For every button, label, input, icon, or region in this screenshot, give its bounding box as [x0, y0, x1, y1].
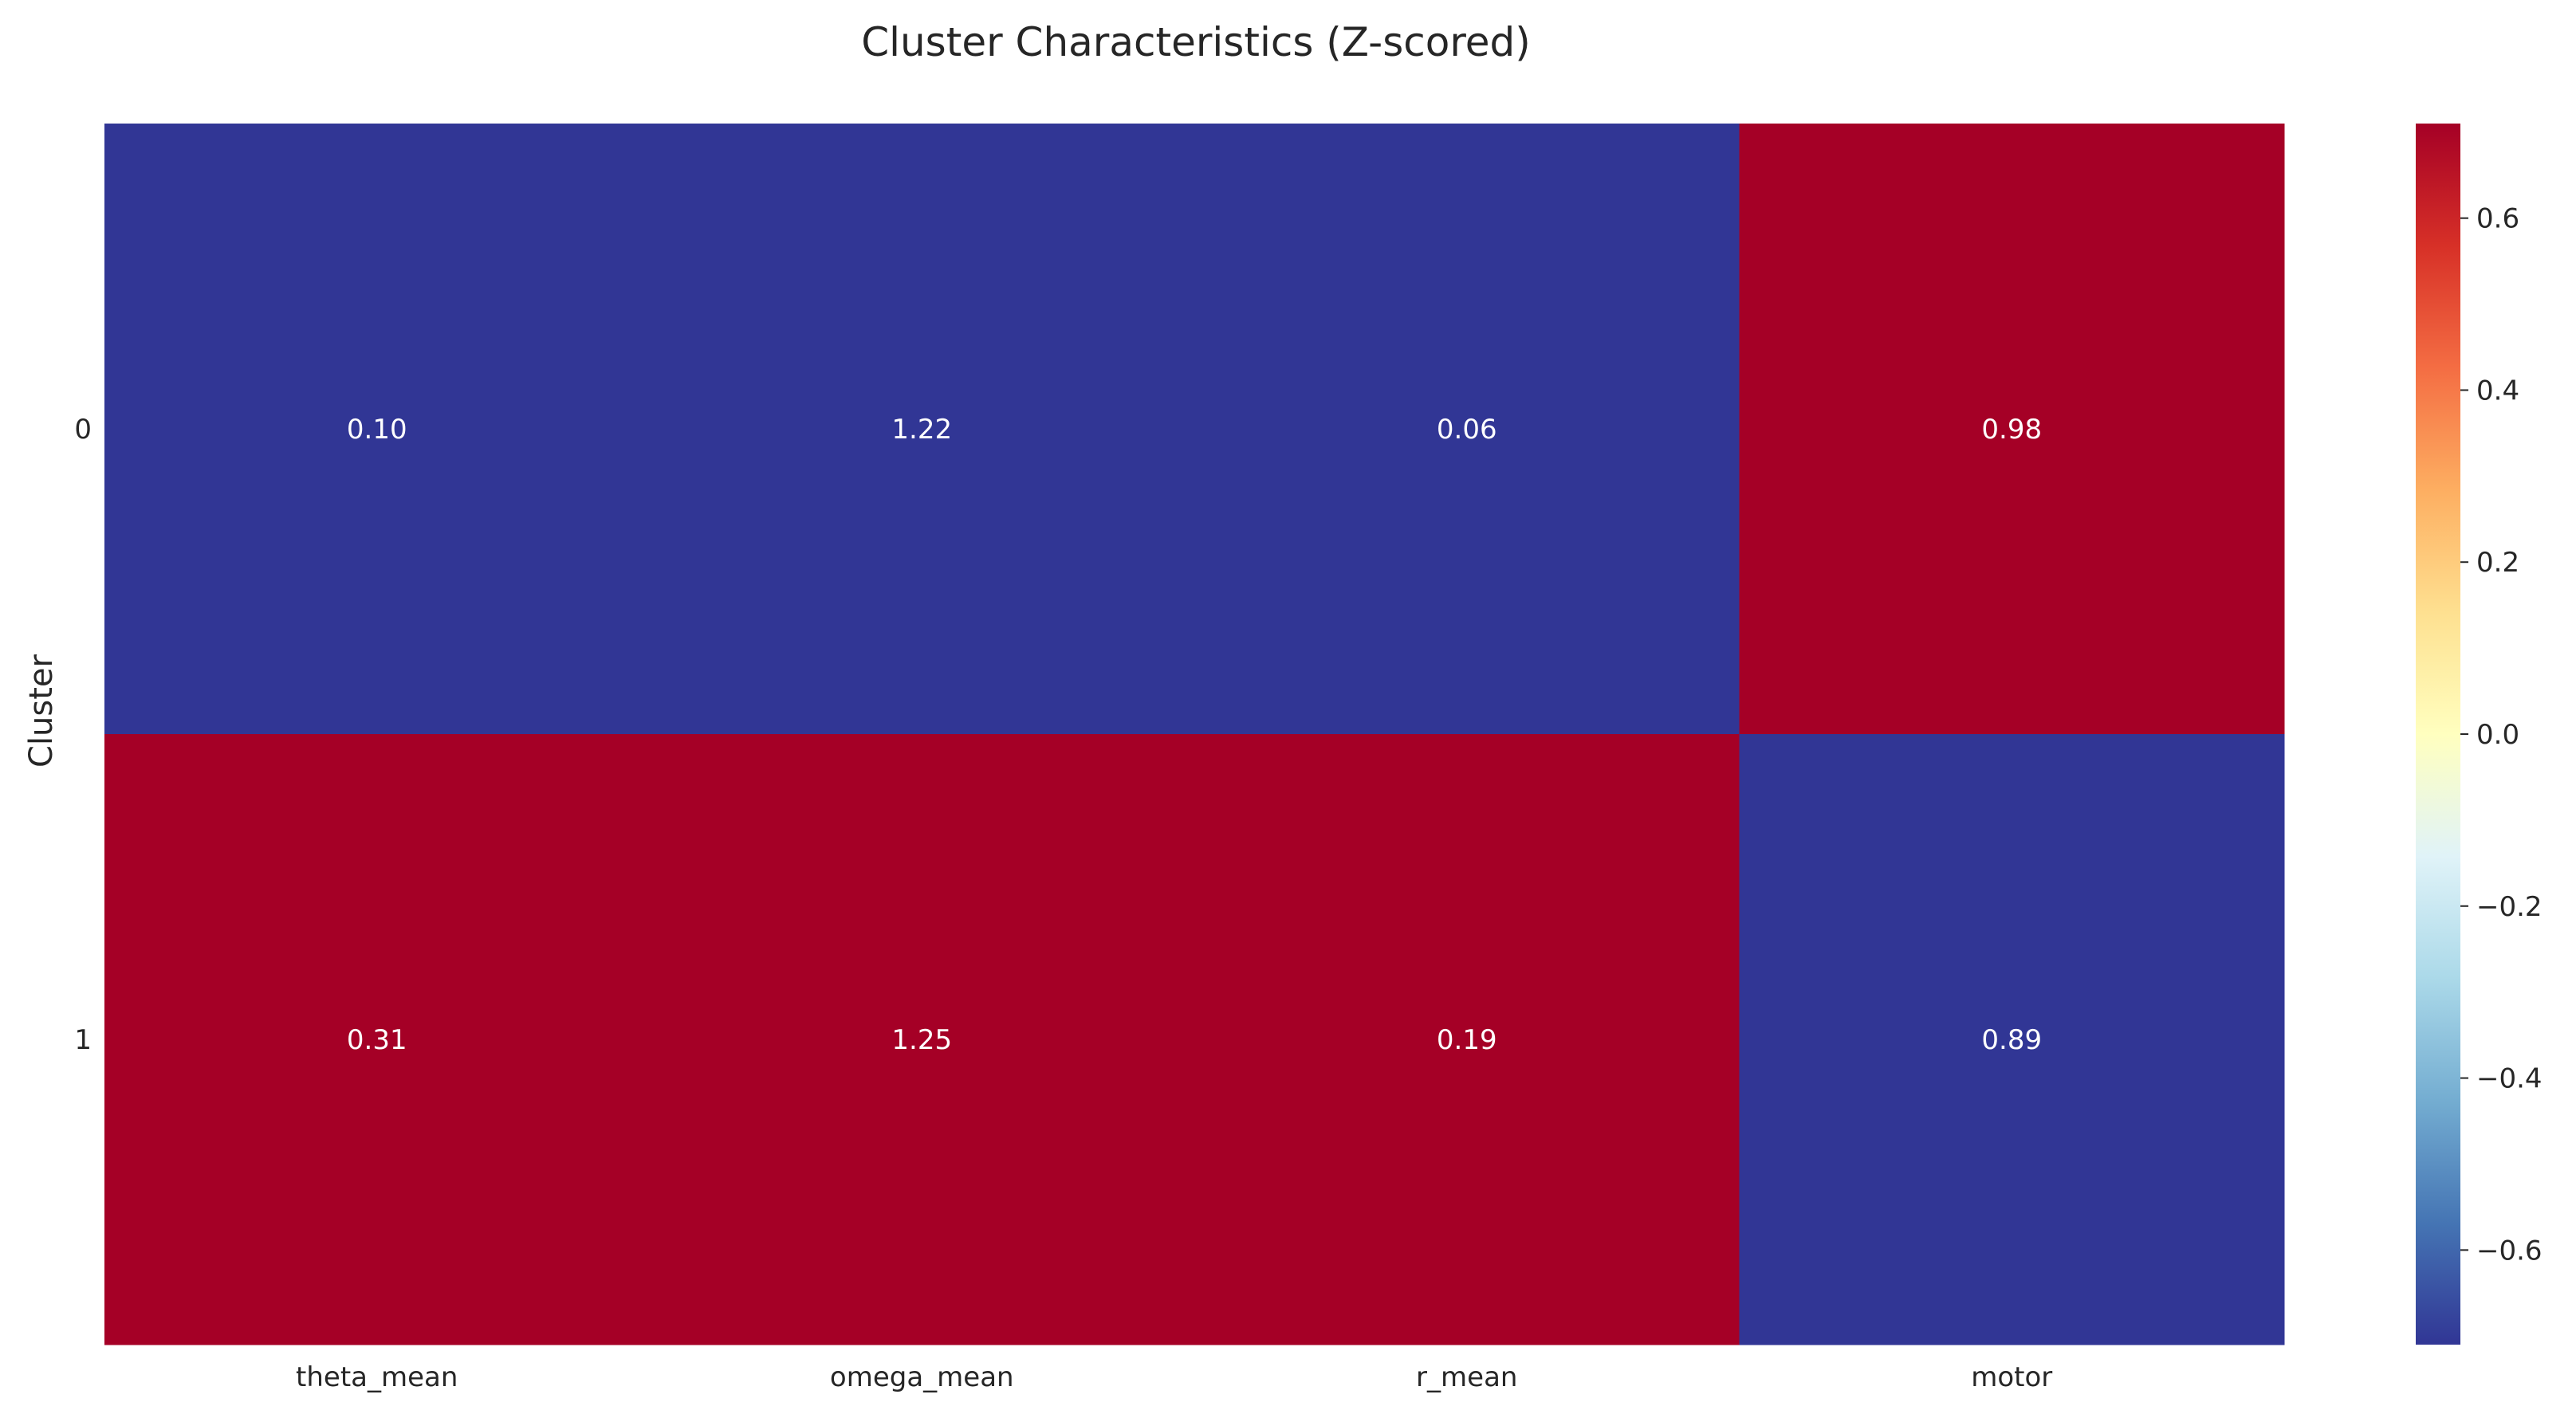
heatmap-cell — [649, 124, 1195, 735]
colorbar-tick-label: 0.0 — [2476, 719, 2519, 751]
y-axis-ticks: 01 — [74, 414, 92, 1056]
y-tick-label: 0 — [74, 414, 92, 446]
x-tick-label: motor — [1971, 1361, 2052, 1393]
heatmap-cell — [1739, 124, 2285, 735]
colorbar — [2416, 124, 2460, 1345]
x-axis-ticks: theta_mean omega_mean r_mean motor — [296, 1361, 2052, 1393]
chart-title: Cluster Characteristics (Z-scored) — [861, 19, 1531, 65]
cell-value-label: 0.31 — [347, 1024, 407, 1056]
heatmap-cell-labels: 0.10 1.22 0.06 0.98 0.31 1.25 0.19 0.89 — [347, 414, 2042, 1056]
y-tick-label: 1 — [74, 1024, 92, 1056]
cell-value-label: 1.22 — [891, 414, 952, 446]
y-axis-label: Cluster — [23, 654, 60, 768]
cell-value-label: 0.06 — [1437, 414, 1497, 446]
colorbar-tick-label: −0.4 — [2476, 1063, 2543, 1095]
heatmap-cell — [104, 124, 650, 735]
x-tick-label: theta_mean — [296, 1361, 458, 1393]
heatmap-cell — [649, 734, 1195, 1345]
cell-value-label: 0.98 — [1981, 414, 2042, 446]
colorbar-ticks: 0.6 0.4 0.2 0.0 −0.2 −0.4 −0.6 — [2460, 203, 2543, 1267]
colorbar-tick-label: −0.2 — [2476, 891, 2543, 923]
x-tick-label: r_mean — [1416, 1361, 1517, 1393]
heatmap-cell — [1194, 734, 1740, 1345]
colorbar-tick-label: 0.2 — [2476, 547, 2519, 579]
cell-value-label: 0.19 — [1437, 1024, 1497, 1056]
heatmap-cell — [1739, 734, 2285, 1345]
colorbar-tick-label: 0.4 — [2476, 375, 2519, 407]
heatmap-cell — [1194, 124, 1740, 735]
cell-value-label: 0.89 — [1981, 1024, 2042, 1056]
cell-value-label: 0.10 — [347, 414, 407, 446]
heatmap-cell — [104, 734, 650, 1345]
heatmap-cells — [104, 124, 2285, 1345]
x-tick-label: omega_mean — [830, 1361, 1014, 1393]
colorbar-tick-label: −0.6 — [2476, 1235, 2543, 1267]
colorbar-tick-label: 0.6 — [2476, 203, 2519, 235]
cell-value-label: 1.25 — [891, 1024, 952, 1056]
